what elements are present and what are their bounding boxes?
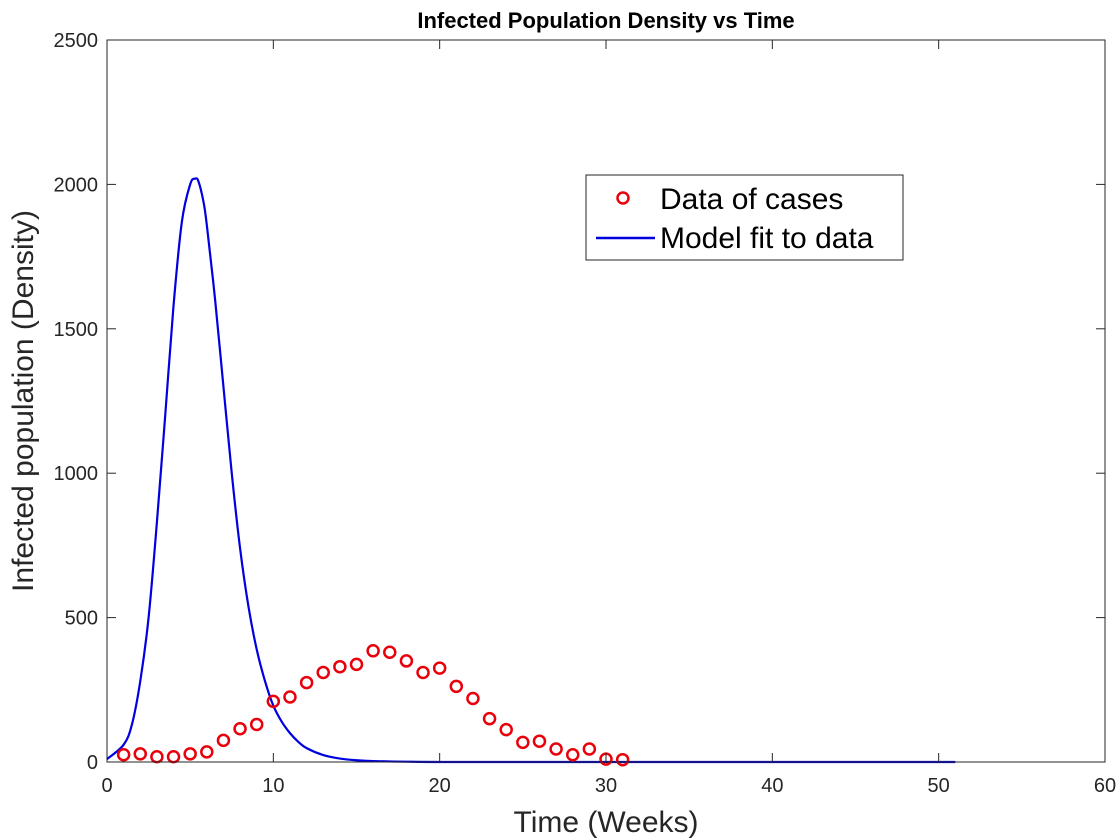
data-point <box>233 722 247 736</box>
data-point <box>482 711 497 726</box>
data-point <box>316 665 330 680</box>
y-tick-label: 0 <box>87 752 98 774</box>
ticks: 0 10 20 30 40 50 60 0 500 1000 1500 2000 2500 <box>54 30 1117 797</box>
data-point <box>416 665 430 680</box>
data-point <box>499 722 513 737</box>
data-point <box>582 742 597 756</box>
data-point <box>432 661 447 675</box>
plot-area <box>107 40 1105 762</box>
data-point <box>216 733 231 748</box>
x-tick-label: 20 <box>429 775 451 797</box>
x-axis-label: Time (Weeks) <box>513 806 698 839</box>
legend-marker-data-of-cases <box>616 191 630 205</box>
y-tick-label: 500 <box>65 608 98 630</box>
x-tick-label: 40 <box>761 775 783 797</box>
chart-title: Infected Population Density vs Time <box>417 8 794 33</box>
x-tick-label: 60 <box>1094 775 1116 797</box>
legend: Data of cases Model fit to data <box>585 174 904 261</box>
data-point <box>449 679 464 694</box>
data-point <box>266 694 281 709</box>
data-point <box>383 645 397 660</box>
data-point <box>200 745 214 759</box>
data-point <box>366 644 380 658</box>
data-point <box>133 747 148 761</box>
data-point <box>283 690 297 704</box>
data-point <box>615 752 630 767</box>
legend-label-data-of-cases: Data of cases <box>660 183 843 216</box>
data-point <box>549 742 563 756</box>
x-tick-label: 50 <box>928 775 950 797</box>
data-point <box>333 659 347 674</box>
data-point <box>516 735 530 750</box>
x-tick-label: 10 <box>262 775 284 797</box>
legend-box <box>585 174 904 261</box>
y-axis-label: Infected population (Density) <box>7 210 40 592</box>
x-tick-label: 30 <box>595 775 617 797</box>
data-point <box>299 675 314 690</box>
data-point <box>183 747 197 761</box>
x-tick-label: 0 <box>101 775 112 797</box>
y-tick-label: 1500 <box>54 319 99 341</box>
y-tick-label: 1000 <box>54 463 99 485</box>
legend-label-model-fit: Model fit to data <box>660 222 874 255</box>
data-point <box>249 717 264 732</box>
data-point <box>565 748 580 762</box>
data-point <box>116 748 131 762</box>
data-point <box>466 691 480 706</box>
data-point <box>532 734 547 748</box>
y-tick-label: 2000 <box>54 174 99 196</box>
data-point <box>349 657 364 672</box>
data-point <box>399 654 414 668</box>
y-tick-label: 2500 <box>54 30 99 52</box>
